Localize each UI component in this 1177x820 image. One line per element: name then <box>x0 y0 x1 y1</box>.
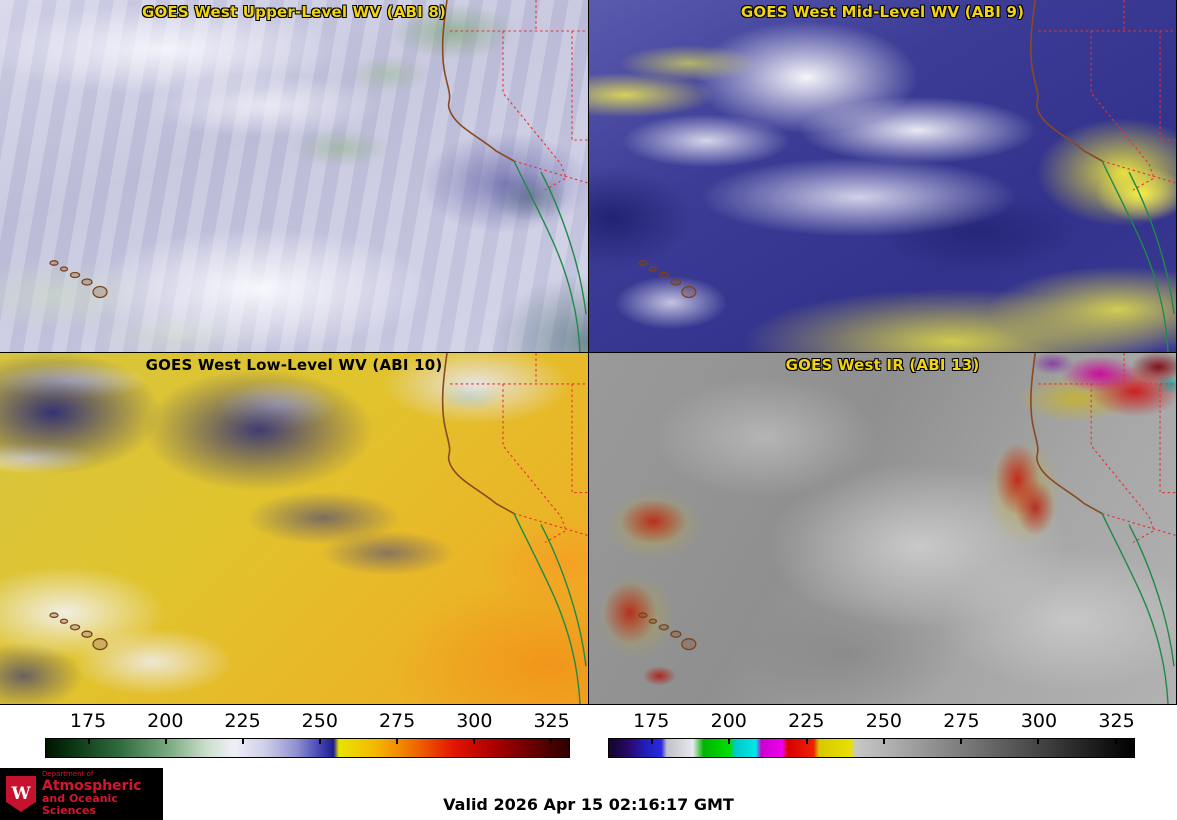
ir-colorbar-ticks: 175 200 225 250 275 300 325 <box>608 710 1135 732</box>
logo-dept-name: Atmospheric <box>42 777 142 794</box>
ir-tick-225: 225 <box>788 710 825 732</box>
panel-title-upper-wv: GOES West Upper-Level WV (ABI 8) <box>141 3 447 21</box>
ir-tick-250: 250 <box>865 710 902 732</box>
footer: W Department of Atmospheric and Oceanic … <box>0 768 1177 820</box>
panel-title-ir: GOES West IR (ABI 13) <box>785 356 980 374</box>
panel-mid-level-wv: GOES West Mid-Level WV (ABI 9) <box>589 0 1176 352</box>
uw-aos-logo: W Department of Atmospheric and Oceanic … <box>0 768 163 820</box>
wv-colorbar-gradient <box>45 738 570 758</box>
ir-notch-225 <box>805 739 808 744</box>
panel-title-mid-wv: GOES West Mid-Level WV (ABI 9) <box>740 3 1025 21</box>
wv-tick-225: 225 <box>224 710 261 732</box>
ir-notch-275 <box>960 739 963 744</box>
wv-colorbar: 175 200 225 250 275 300 325 <box>0 705 588 768</box>
wv-tick-200: 200 <box>147 710 184 732</box>
wv-tick-250: 250 <box>301 710 338 732</box>
ir-notch-325 <box>1114 739 1117 744</box>
map-overlay <box>638 0 1176 352</box>
ir-tick-175: 175 <box>633 710 670 732</box>
wv-notch-275 <box>395 739 398 744</box>
map-overlay <box>49 353 588 704</box>
wv-colorbar-ticks: 175 200 225 250 275 300 325 <box>45 710 570 732</box>
wv-tick-325: 325 <box>533 710 570 732</box>
panel-title-low-wv: GOES West Low-Level WV (ABI 10) <box>145 356 443 374</box>
crest-letter: W <box>11 783 31 804</box>
panel-ir: GOES West IR (ABI 13) <box>589 353 1176 704</box>
logo-text: Department of Atmospheric and Oceanic Sc… <box>42 770 157 818</box>
logo-dept-name2: and Oceanic Sciences <box>42 792 118 818</box>
ir-tick-300: 300 <box>1020 710 1058 732</box>
ir-notch-200 <box>728 739 731 744</box>
wv-tick-175: 175 <box>69 710 107 732</box>
ir-tick-275: 275 <box>943 710 980 732</box>
wv-notch-175 <box>87 739 90 744</box>
wv-notch-325 <box>549 739 552 744</box>
ir-notch-175 <box>651 739 654 744</box>
valid-time-label: Valid 2026 Apr 15 02:16:17 GMT <box>443 795 734 814</box>
logo-dept-line: Department of <box>42 770 94 779</box>
wv-notch-225 <box>241 739 244 744</box>
panel-low-level-wv: GOES West Low-Level WV (ABI 10) <box>0 353 588 704</box>
colorbar-row: 175 200 225 250 275 300 325 175 200 225 250 275 300… <box>0 705 1177 768</box>
ir-colorbar: 175 200 225 250 275 300 325 <box>588 705 1176 768</box>
wv-notch-200 <box>164 739 167 744</box>
ir-notch-300 <box>1037 739 1040 744</box>
ir-notch-250 <box>882 739 885 744</box>
map-overlay <box>638 353 1176 704</box>
map-overlay <box>49 0 588 352</box>
wv-tick-275: 275 <box>378 710 416 732</box>
ir-tick-200: 200 <box>710 710 747 732</box>
wv-notch-250 <box>318 739 321 744</box>
quad-panel-grid: GOES West Upper-Level WV (ABI 8) GOES We… <box>0 0 1177 705</box>
ir-colorbar-gradient <box>608 738 1135 758</box>
ir-tick-325: 325 <box>1098 710 1135 732</box>
wv-notch-300 <box>472 739 475 744</box>
wv-tick-300: 300 <box>456 710 493 732</box>
panel-upper-level-wv: GOES West Upper-Level WV (ABI 8) <box>0 0 588 352</box>
